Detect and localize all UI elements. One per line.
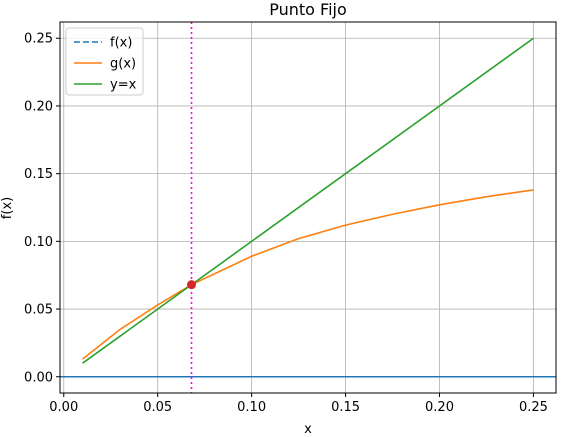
x-tick-label-0: 0.00 [49, 400, 78, 415]
y-tick-label-4: 0.20 [24, 99, 53, 114]
legend: f(x) g(x) y=x [65, 27, 144, 96]
series-line-g(x) [82, 189, 534, 360]
y-tick-label-2: 0.10 [24, 235, 53, 250]
x-tick-label-2: 0.10 [237, 400, 266, 415]
legend-label-g(x): g(x) [110, 57, 136, 72]
y-tick-label-1: 0.05 [24, 303, 53, 318]
fixed-point-marker [187, 280, 197, 290]
y-tick-label-0: 0.00 [24, 370, 53, 385]
axes-frame [59, 21, 557, 394]
plot-area [60, 22, 556, 393]
x-axis-label: x [304, 422, 312, 437]
y-tick-label-5: 0.25 [24, 32, 53, 47]
x-tick-label-4: 0.20 [425, 400, 454, 415]
chart-title: Punto Fijo [269, 0, 347, 19]
y-axis-label: f(x) [0, 197, 15, 219]
x-tick-label-3: 0.15 [331, 400, 360, 415]
axis-ticks: 0.00 0.05 0.10 0.15 0.20 0.25 0.00 0.05 0.10 0.15… [24, 32, 548, 415]
series-line-y=x [82, 37, 534, 364]
legend-label-f(x): f(x) [110, 36, 132, 51]
legend-box [65, 27, 144, 96]
x-tick-label-5: 0.25 [519, 400, 548, 415]
y-tick-label-3: 0.15 [24, 167, 53, 182]
legend-label-y=x: y=x [110, 78, 137, 93]
x-tick-label-1: 0.05 [143, 400, 172, 415]
